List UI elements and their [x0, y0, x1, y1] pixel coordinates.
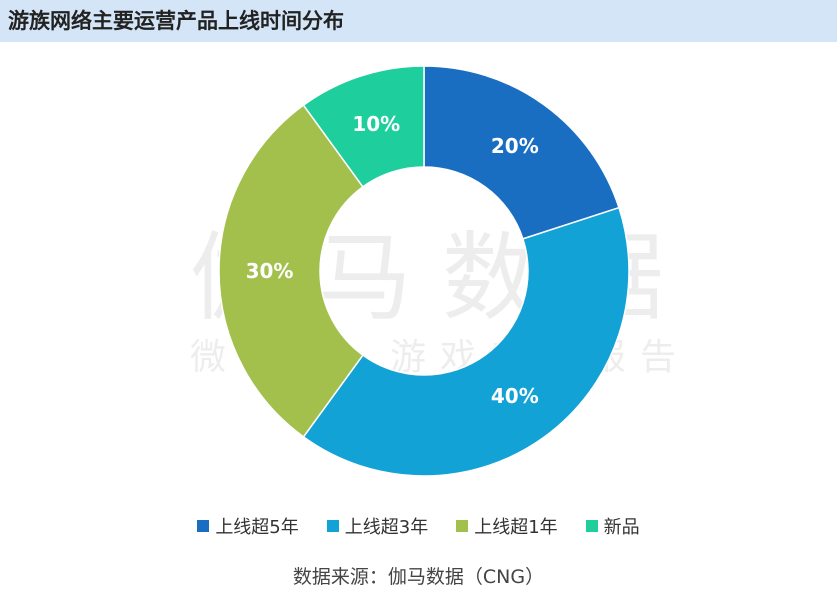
- legend-item: 上线超1年: [456, 513, 558, 539]
- legend-swatch: [456, 520, 469, 532]
- data-label: 30%: [246, 259, 294, 283]
- legend-item: 新品: [585, 513, 640, 539]
- legend-item: 上线超3年: [326, 513, 429, 539]
- data-label: 10%: [352, 112, 400, 136]
- legend-swatch: [585, 520, 598, 532]
- donut-slice-3: [218, 104, 364, 438]
- source-note: 数据来源：伽马数据（CNG）: [292, 566, 545, 588]
- legend-label: 上线超3年: [344, 517, 429, 538]
- legend: 上线超5年 上线超3年 上线超1年 新品: [0, 513, 837, 539]
- legend-label: 上线超5年: [215, 517, 299, 538]
- legend-item: 上线超5年: [197, 513, 299, 539]
- chart-title: 游族网络主要运营产品上线时间分布: [0, 0, 837, 42]
- data-label: 40%: [491, 384, 539, 408]
- legend-swatch: [197, 520, 210, 532]
- data-label: 20%: [491, 134, 539, 158]
- legend-swatch: [326, 520, 339, 532]
- donut-slice-4: [302, 65, 425, 188]
- legend-label: 新品: [603, 517, 640, 538]
- donut-slice-1: [423, 65, 620, 240]
- donut-slice-2: [302, 206, 630, 477]
- legend-label: 上线超1年: [474, 517, 558, 538]
